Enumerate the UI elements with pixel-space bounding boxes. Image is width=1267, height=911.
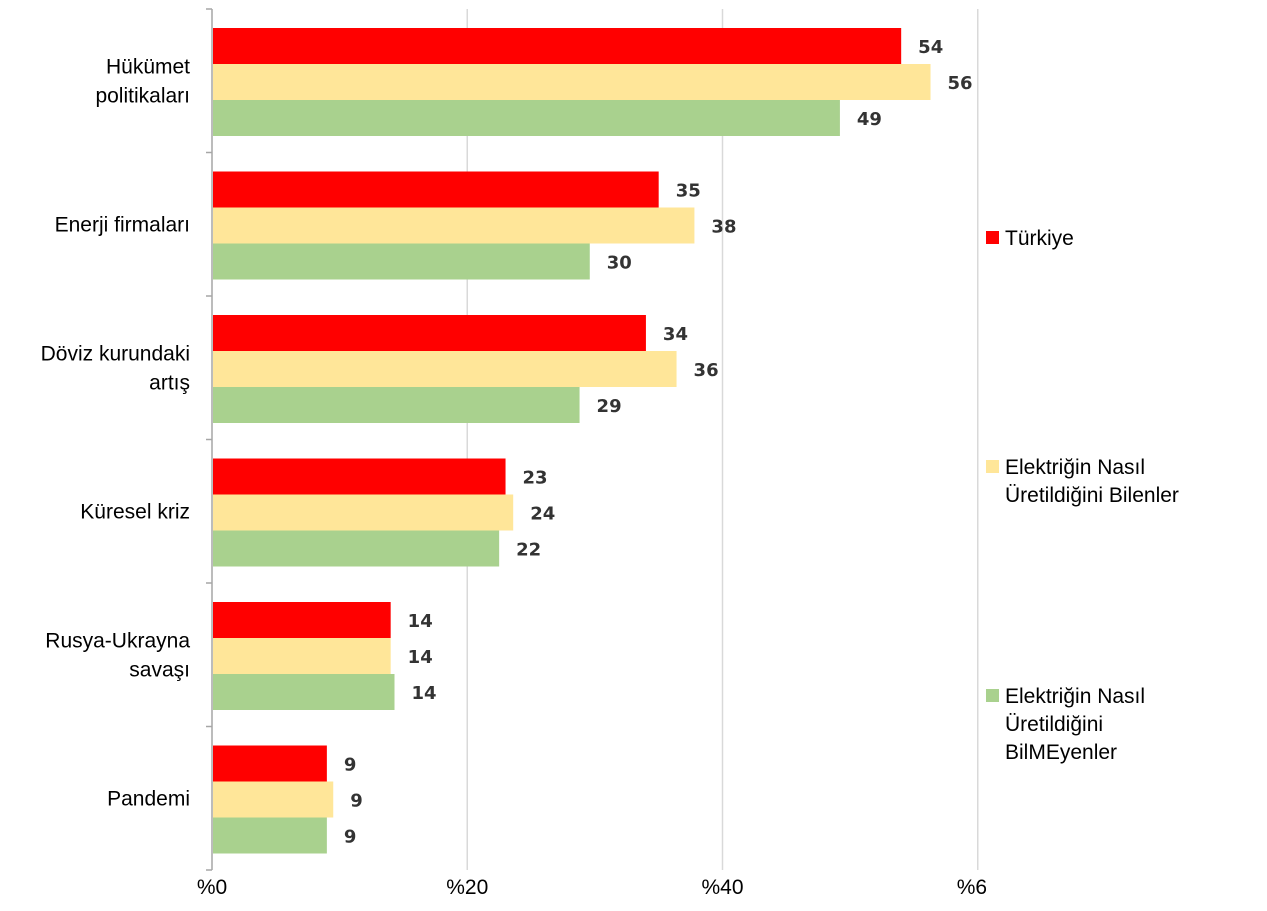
category-labels: Hükümet politikaları Enerji firmaları Döviz… <box>41 55 191 810</box>
legend-item-bilenler: Elektriğin Nasıl Üretildiğini Bilenler <box>986 454 1245 510</box>
bars <box>213 28 931 854</box>
x-tick-label: %60 <box>957 876 986 899</box>
data-label: 14 <box>412 683 437 704</box>
data-label: 14 <box>408 647 433 668</box>
data-label: 9 <box>350 791 363 812</box>
legend: Türkiye Elektriğin Nasıl Üretildiğini Bi… <box>986 0 1266 900</box>
data-label: 22 <box>516 540 541 561</box>
bar <box>213 28 902 64</box>
legend-label: Elektriğin Nasıl Üretildiğini Bilenler <box>1005 456 1179 507</box>
bar <box>213 602 391 638</box>
category-label: Rusya-Ukrayna savaşı <box>45 629 190 681</box>
data-label: 36 <box>694 360 719 381</box>
legend-label: Elektriğin Nasıl Üretildiğini BilMEyenle… <box>1005 685 1146 764</box>
gridlines <box>466 9 979 870</box>
category-axis <box>206 8 213 871</box>
bar <box>213 817 327 854</box>
bar <box>213 494 514 531</box>
legend-item-bilmeyenler: Elektriğin Nasıl Üretildiğini BilMEyenle… <box>986 683 1245 767</box>
data-label: 34 <box>663 324 688 345</box>
data-label: 9 <box>344 827 357 848</box>
bar <box>213 100 840 136</box>
bar <box>213 638 391 674</box>
legend-label: Türkiye <box>1005 227 1074 250</box>
category-label: Küresel kriz <box>80 500 190 523</box>
data-label: 14 <box>408 611 433 632</box>
bar <box>213 674 395 710</box>
x-tick-label: %20 <box>446 876 488 899</box>
bar <box>213 171 659 208</box>
data-label: 30 <box>607 253 632 274</box>
data-label: 35 <box>676 181 701 202</box>
bar <box>213 243 590 280</box>
bar <box>213 530 500 567</box>
bar <box>213 781 334 818</box>
category-label: Hükümet politikaları <box>95 55 190 107</box>
data-label: 49 <box>857 109 882 130</box>
x-tick-label: %0 <box>197 876 227 899</box>
bar <box>213 351 677 387</box>
legend-swatch <box>986 460 999 473</box>
data-label: 38 <box>711 217 736 238</box>
bar <box>213 64 931 100</box>
data-label: 54 <box>918 37 943 58</box>
data-label: 24 <box>530 504 555 525</box>
data-label: 56 <box>948 73 973 94</box>
legend-swatch <box>986 689 999 702</box>
category-label: Döviz kurundaki artış <box>41 342 190 394</box>
bar <box>213 745 327 782</box>
data-label: 29 <box>597 396 622 417</box>
x-tick-label: %40 <box>701 876 743 899</box>
data-label: 23 <box>523 468 548 489</box>
bar <box>213 207 695 244</box>
category-label: Pandemi <box>107 787 190 810</box>
bar <box>213 315 646 351</box>
bar-chart: Hükümet politikaları Enerji firmaları Döviz… <box>41 8 986 899</box>
legend-item-turkiye: Türkiye <box>986 225 1245 253</box>
value-tick-labels: %0%20%40%60%80 <box>197 876 986 899</box>
data-label: 9 <box>344 755 357 776</box>
bar <box>213 387 580 423</box>
legend-swatch <box>986 231 999 244</box>
bar <box>213 458 506 495</box>
category-label: Enerji firmaları <box>55 213 190 236</box>
